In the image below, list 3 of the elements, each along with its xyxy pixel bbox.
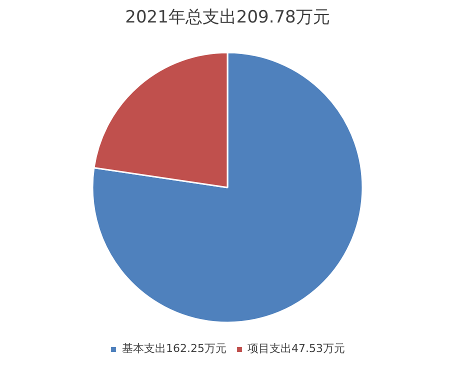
chart-title: 2021年总支出209.78万元 — [125, 8, 330, 28]
legend-label: 项目支出47.53万元 — [248, 341, 345, 356]
legend-label: 基本支出162.25万元 — [122, 341, 226, 356]
